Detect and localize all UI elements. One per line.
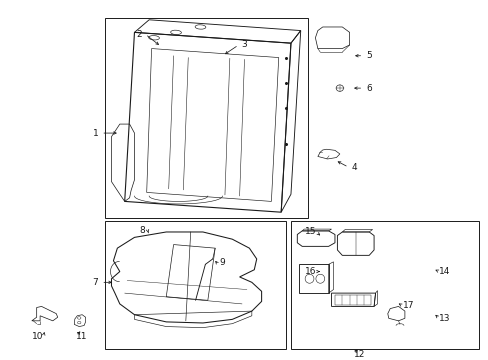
Bar (105, 18, 307, 217)
Text: 11: 11 (76, 332, 88, 341)
Text: 17: 17 (402, 301, 413, 310)
Text: 14: 14 (438, 267, 450, 276)
Text: 10: 10 (32, 332, 43, 341)
Text: 2: 2 (136, 30, 142, 39)
Text: 8: 8 (139, 226, 144, 235)
Text: 9: 9 (219, 258, 225, 267)
Text: 13: 13 (438, 314, 450, 323)
Text: 1: 1 (92, 129, 98, 138)
Text: 3: 3 (241, 40, 247, 49)
Text: 5: 5 (366, 51, 371, 60)
Text: 15: 15 (304, 228, 316, 237)
Text: 7: 7 (92, 278, 98, 287)
Bar (290, 221, 478, 349)
Text: 12: 12 (353, 350, 365, 359)
Text: 16: 16 (304, 267, 316, 276)
Text: 6: 6 (366, 84, 371, 93)
Text: 4: 4 (351, 163, 357, 172)
Bar (105, 221, 285, 349)
